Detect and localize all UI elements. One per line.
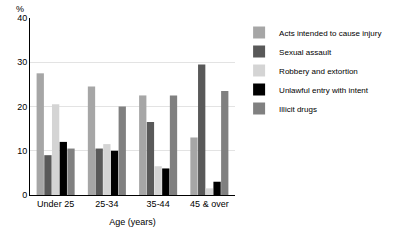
svg-text:%: % xyxy=(16,4,24,14)
svg-text:Unlawful entry with intent: Unlawful entry with intent xyxy=(279,86,369,95)
svg-text:30: 30 xyxy=(17,57,27,67)
svg-text:Illicit drugs: Illicit drugs xyxy=(279,105,317,114)
svg-text:10: 10 xyxy=(17,146,27,156)
svg-text:25-34: 25-34 xyxy=(95,199,118,209)
svg-text:45 & over: 45 & over xyxy=(190,199,229,209)
svg-text:40: 40 xyxy=(17,13,27,23)
svg-text:Age (years): Age (years) xyxy=(109,217,156,227)
svg-text:Acts intended to cause injury: Acts intended to cause injury xyxy=(279,29,381,38)
svg-text:Robbery and extortion: Robbery and extortion xyxy=(279,67,358,76)
svg-text:0: 0 xyxy=(22,190,27,200)
svg-text:20: 20 xyxy=(17,102,27,112)
svg-text:Under 25: Under 25 xyxy=(37,199,74,209)
svg-text:Sexual assault: Sexual assault xyxy=(279,48,332,57)
svg-text:35-44: 35-44 xyxy=(147,199,170,209)
